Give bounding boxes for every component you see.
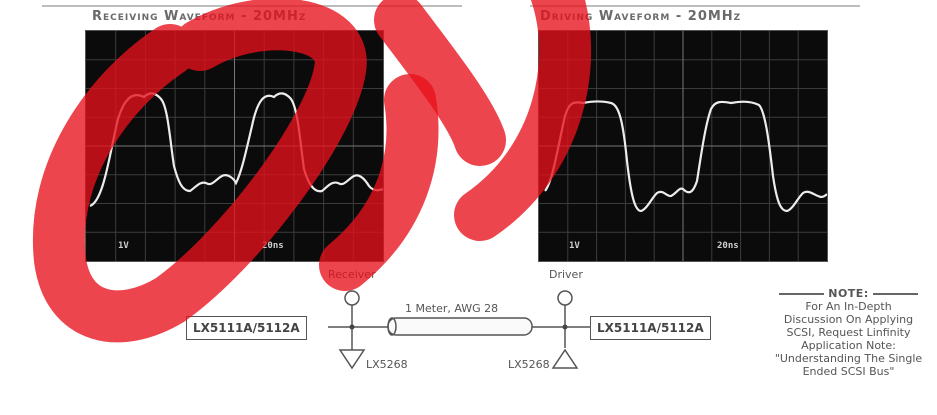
- right-terminator-label: LX5268: [508, 358, 550, 371]
- driving-oscilloscope-screen: 1V 20ns: [538, 30, 828, 262]
- note-line: Discussion On Applying: [783, 313, 914, 326]
- note-line: For An In-Depth: [805, 300, 892, 313]
- note-heading: NOTE:: [760, 287, 937, 300]
- note-line: Application Note:: [801, 339, 896, 352]
- driving-waveform-graph: [539, 31, 827, 261]
- note-line: SCSI, Request Linfinity: [786, 326, 911, 339]
- receiving-waveform-graph: [86, 31, 383, 261]
- watermark-stroke: [374, 0, 506, 166]
- driving-waveform-trace: [544, 100, 827, 213]
- receiving-waveform-trace: [89, 92, 383, 208]
- application-note: NOTE: For An In-Depth Discussion On Appl…: [760, 287, 937, 378]
- receiving-volts-label: 1V: [118, 241, 129, 251]
- left-transceiver-chip: LX5111A/5112A: [186, 316, 307, 340]
- driving-waveform-title: Driving Waveform - 20MHz: [540, 9, 742, 24]
- note-line: "Understanding The Single: [774, 352, 923, 365]
- left-terminator-label: LX5268: [366, 358, 408, 371]
- note-line: Ended SCSI Bus": [802, 365, 895, 378]
- receiving-oscilloscope-screen: 1V 20ns: [85, 30, 384, 262]
- right-transceiver-chip: LX5111A/5112A: [590, 316, 711, 340]
- driver-label: Driver: [549, 268, 583, 281]
- cable-label: 1 Meter, AWG 28: [405, 302, 499, 315]
- driving-volts-label: 1V: [569, 241, 580, 251]
- driving-time-label: 20ns: [717, 241, 739, 251]
- top-rule-left: [42, 5, 462, 7]
- top-rule-right: [530, 5, 860, 7]
- receiver-label: Receiver: [328, 268, 376, 281]
- receiving-time-label: 20ns: [262, 241, 284, 251]
- receiving-waveform-title: Receiving Waveform - 20MHz: [92, 9, 307, 24]
